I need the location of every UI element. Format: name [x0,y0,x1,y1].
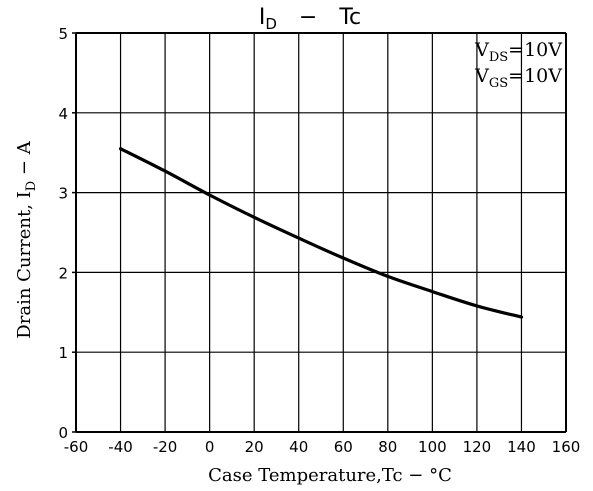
x-tick-label: 20 [245,438,264,456]
y-tick-label: 5 [58,25,68,43]
y-tick-label: 1 [58,344,68,362]
x-tick-label: 60 [334,438,353,456]
y-tick-label: 4 [58,105,68,123]
y-tick-label: 2 [58,264,68,282]
tick-labels: -60 -40 -20 0 20 40 60 80 100 120 140 160 0 1 2 3 4 5 [58,25,580,456]
annotation-vds: VDS=10V [474,39,562,65]
series-layer [118,147,524,319]
x-tick-label: 100 [418,438,447,456]
x-tick-label: 0 [205,438,215,456]
series-line [118,147,524,319]
x-tick-label: 80 [378,438,397,456]
x-axis-label: Case Temperature,Tc − °C [208,465,452,486]
x-tick-label: -20 [153,438,178,456]
annotation-vgs: VGS=10V [474,65,562,91]
chart-title: ID − Tc [259,5,361,33]
x-tick-label: -60 [64,438,89,456]
y-axis-label: Drain Current, ID − A [14,140,39,338]
x-tick-label: 160 [552,438,581,456]
x-tick-label: 40 [289,438,308,456]
x-tick-label: 140 [507,438,536,456]
y-tick-label: 0 [58,424,68,442]
grid-layer [72,32,567,433]
x-tick-label: 120 [463,438,492,456]
y-tick-label: 3 [58,185,68,203]
x-tick-label: -40 [108,438,133,456]
